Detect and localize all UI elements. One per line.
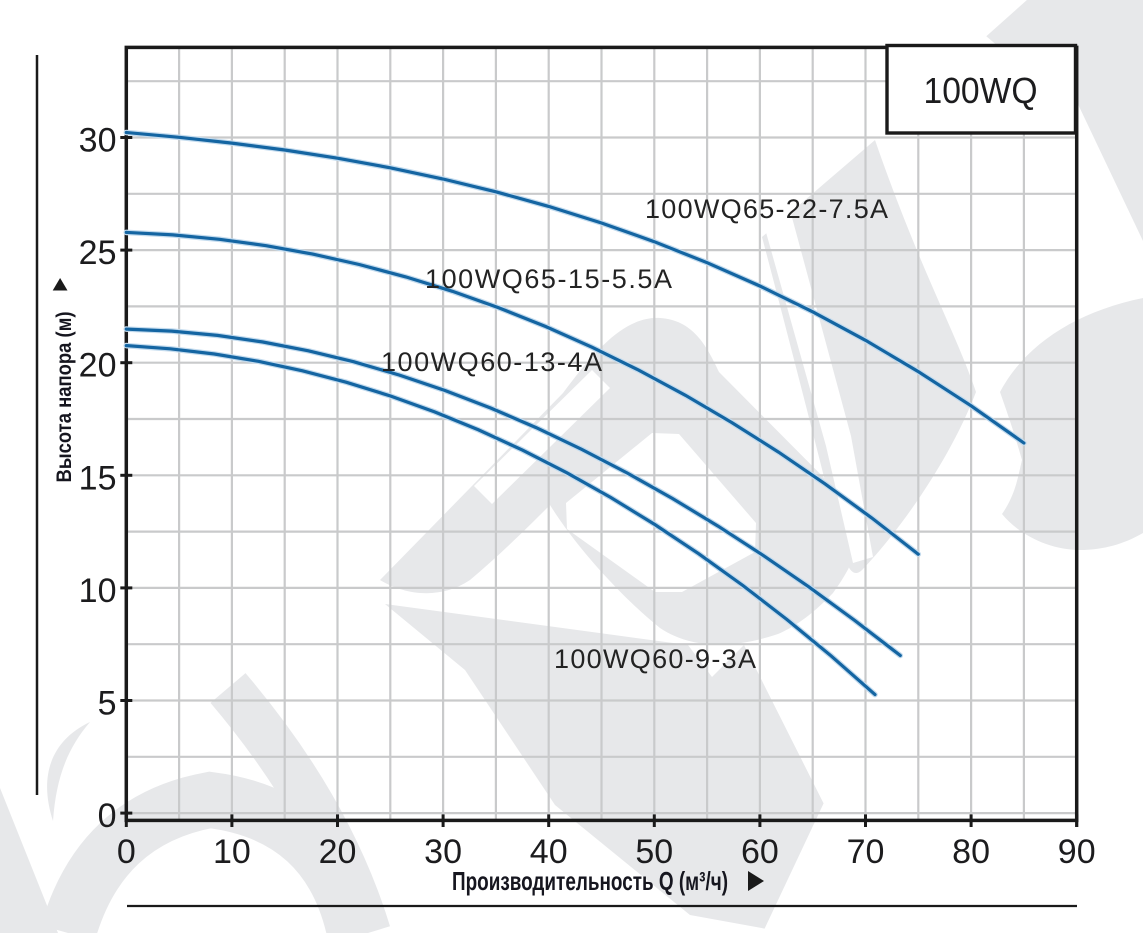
svg-text:90: 90 (1058, 833, 1096, 871)
svg-text:60: 60 (741, 833, 779, 871)
svg-text:70: 70 (847, 833, 885, 871)
svg-text:25: 25 (79, 234, 117, 272)
svg-text:15: 15 (79, 459, 117, 497)
svg-text:100WQ60-13-4A: 100WQ60-13-4A (381, 347, 602, 377)
svg-text:100WQ65-15-5.5A: 100WQ65-15-5.5A (425, 264, 672, 294)
svg-text:20: 20 (79, 347, 117, 385)
svg-text:80: 80 (952, 833, 990, 871)
svg-text:20: 20 (319, 833, 357, 871)
svg-text:50: 50 (635, 833, 673, 871)
svg-text:0: 0 (117, 833, 136, 871)
svg-text:5: 5 (98, 685, 117, 723)
svg-text:100WQ: 100WQ (924, 70, 1038, 111)
svg-text:10: 10 (213, 833, 251, 871)
svg-text:100WQ60-9-3A: 100WQ60-9-3A (554, 644, 756, 674)
svg-text:30: 30 (424, 833, 462, 871)
svg-text:Производительность Q (м³/ч): Производительность Q (м³/ч) (452, 866, 728, 896)
svg-text:30: 30 (79, 122, 117, 160)
svg-text:100WQ65-22-7.5A: 100WQ65-22-7.5A (645, 194, 888, 224)
svg-text:10: 10 (79, 572, 117, 610)
svg-text:40: 40 (530, 833, 568, 871)
svg-text:Высота напора (м): Высота напора (м) (53, 312, 76, 483)
svg-text:0: 0 (98, 797, 117, 835)
